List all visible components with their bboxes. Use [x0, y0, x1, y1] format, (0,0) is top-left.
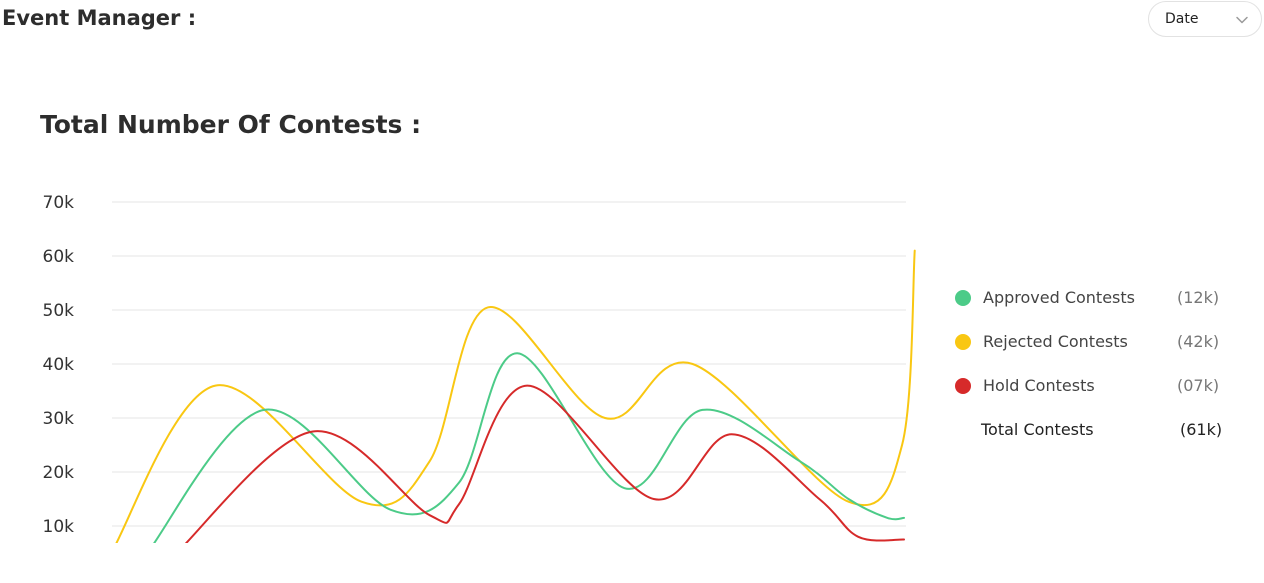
y-tick-label: 20k	[43, 463, 75, 483]
legend-dot-hold	[955, 378, 971, 394]
y-axis-ticks: 70k 60k 50k 40k 30k 20k 10k	[43, 193, 75, 537]
legend-total-value: (61k)	[1180, 420, 1223, 439]
chart-legend: Approved Contests (12k) Rejected Contest…	[953, 280, 1243, 456]
legend-item-approved[interactable]: Approved Contests (12k)	[953, 280, 1243, 324]
y-tick-label: 60k	[43, 247, 75, 267]
page-title: Event Manager :	[2, 6, 197, 30]
contests-line-chart: 70k 60k 50k 40k 30k 20k 10k	[43, 193, 916, 543]
series-line-hold-contests	[184, 384, 906, 543]
y-tick-label: 30k	[43, 409, 75, 429]
legend-dot-rejected	[955, 334, 971, 350]
series-line-rejected-contests	[115, 249, 916, 543]
series-lines	[115, 249, 916, 543]
chart-title: Total Number Of Contests :	[40, 110, 422, 139]
legend-item-hold[interactable]: Hold Contests (07k)	[953, 368, 1243, 412]
grid-lines	[112, 201, 906, 527]
legend-value: (42k)	[1177, 332, 1220, 351]
legend-total-name: Total Contests	[981, 420, 1094, 439]
chevron-down-icon	[1236, 16, 1248, 24]
legend-item-rejected[interactable]: Rejected Contests (42k)	[953, 324, 1243, 368]
legend-value: (07k)	[1177, 376, 1220, 395]
y-tick-label: 70k	[43, 193, 75, 213]
legend-name: Rejected Contests	[983, 332, 1128, 351]
y-tick-label: 10k	[43, 517, 75, 537]
legend-value: (12k)	[1177, 288, 1220, 307]
legend-name: Approved Contests	[983, 288, 1135, 307]
legend-total: Total Contests (61k)	[953, 412, 1243, 456]
legend-name: Hold Contests	[983, 376, 1095, 395]
date-dropdown-label: Date	[1165, 11, 1199, 27]
date-dropdown[interactable]: Date	[1148, 1, 1262, 37]
series-line-approved-contests	[153, 352, 906, 543]
legend-dot-approved	[955, 290, 971, 306]
y-tick-label: 40k	[43, 355, 75, 375]
y-tick-label: 50k	[43, 301, 75, 321]
